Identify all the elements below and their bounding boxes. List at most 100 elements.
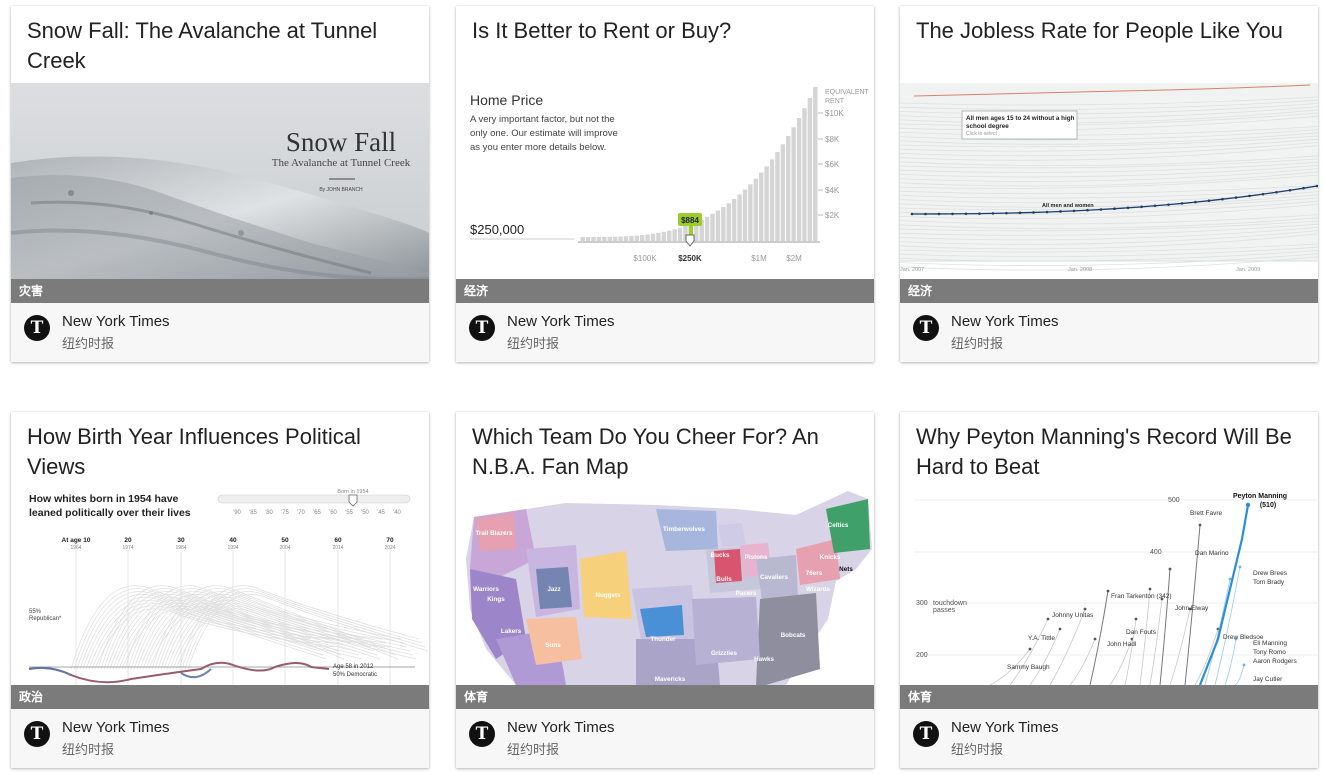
career-line bbox=[1109, 638, 1133, 685]
y-tick-label: $8K bbox=[825, 135, 840, 144]
team-label: Trail Blazers bbox=[475, 530, 513, 537]
category-label[interactable]: 经济 bbox=[900, 279, 1318, 303]
card-title[interactable]: Why Peyton Manning's Record Will Be Hard… bbox=[916, 424, 1292, 479]
x-tick-label: Jan. 2009 bbox=[1236, 267, 1260, 273]
career-line bbox=[1009, 618, 1049, 685]
series-line bbox=[900, 99, 1318, 110]
card-thumbnail[interactable]: Snow Fall The Avalanche at Tunnel Creek … bbox=[11, 83, 429, 279]
bar bbox=[748, 184, 753, 241]
series-line bbox=[900, 233, 1318, 250]
category-label[interactable]: 政治 bbox=[11, 685, 429, 709]
slider-tick: '75 bbox=[281, 510, 289, 516]
cohort-curve bbox=[154, 588, 396, 670]
trend-point bbox=[1275, 190, 1278, 194]
player-label: Sammy Baugh bbox=[1007, 664, 1050, 671]
bar bbox=[721, 207, 726, 241]
player-label: Dan Marino bbox=[1195, 550, 1229, 557]
image-desc-line: as you enter more details below. bbox=[470, 142, 606, 153]
tooltip-text: All men ages 15 to 24 without a high bbox=[966, 115, 1075, 122]
x-tick-label: $2M bbox=[786, 254, 802, 263]
article-card-nba-fan-map[interactable]: Which Team Do You Cheer For? An N.B.A. F… bbox=[456, 412, 874, 768]
team-label: Nuggets bbox=[595, 592, 621, 599]
slider-handle-icon[interactable] bbox=[685, 234, 695, 247]
card-title[interactable]: The Jobless Rate for People Like You bbox=[916, 18, 1283, 43]
bar bbox=[699, 219, 704, 241]
cohort-curve bbox=[130, 591, 372, 670]
source-name[interactable]: New York Times bbox=[951, 313, 1059, 330]
year-label: 2024 bbox=[384, 545, 395, 551]
bar bbox=[656, 232, 661, 241]
category-label[interactable]: 体育 bbox=[900, 685, 1318, 709]
source-name[interactable]: New York Times bbox=[62, 719, 170, 736]
team-label: Pistons bbox=[745, 554, 768, 561]
source-name[interactable]: New York Times bbox=[507, 719, 615, 736]
slider-tick: '80 bbox=[265, 510, 273, 516]
card-footer: T New York Times 纽约时报 bbox=[11, 709, 429, 768]
player-label: Drew Bledsoe bbox=[1223, 634, 1264, 641]
card-title[interactable]: How Birth Year Influences Political View… bbox=[27, 424, 361, 479]
category-label[interactable]: 体育 bbox=[456, 685, 874, 709]
card-thumbnail[interactable]: All men ages 15 to 24 without a high sch… bbox=[900, 83, 1318, 279]
trend-point bbox=[1315, 184, 1318, 188]
y-tick-label: $10K bbox=[825, 109, 844, 118]
bar bbox=[640, 235, 645, 241]
category-label[interactable]: 灾害 bbox=[11, 279, 429, 303]
card-thumbnail[interactable]: How whites born in 1954 have leaned poli… bbox=[11, 489, 429, 685]
career-line bbox=[1089, 590, 1109, 685]
card-thumbnail[interactable]: Home Price A very important factor, but … bbox=[456, 83, 874, 279]
highlight-label: (510) bbox=[1260, 502, 1276, 509]
series-line bbox=[900, 155, 1318, 167]
category-label[interactable]: 经济 bbox=[456, 279, 874, 303]
year-label: 1994 bbox=[227, 545, 238, 551]
card-thumbnail[interactable]: Trail Blazers Timberwolves Celtics Bucks… bbox=[456, 489, 874, 685]
cohort-curves bbox=[70, 585, 429, 670]
career-line bbox=[1194, 628, 1219, 685]
source-name[interactable]: New York Times bbox=[507, 313, 615, 330]
bar bbox=[612, 236, 618, 241]
price-bars bbox=[580, 87, 818, 241]
bar bbox=[672, 229, 677, 241]
nyt-logo-icon: T bbox=[24, 315, 50, 341]
rent-or-buy-chart: Home Price A very important factor, but … bbox=[470, 87, 870, 263]
series-line bbox=[900, 158, 1318, 169]
team-label: Warriors bbox=[473, 586, 499, 593]
y-tick-label: $2K bbox=[825, 211, 840, 220]
bar bbox=[802, 108, 807, 241]
age-label: 30 bbox=[177, 537, 185, 544]
trend-point bbox=[1086, 208, 1089, 212]
article-card-snow-fall[interactable]: Snow Fall: The Avalanche at Tunnel Creek bbox=[11, 6, 429, 362]
article-card-jobless-rate[interactable]: The Jobless Rate for People Like You All… bbox=[900, 6, 1318, 362]
axis-note: passes bbox=[933, 607, 956, 614]
bar bbox=[645, 234, 650, 241]
career-end-point bbox=[1242, 663, 1246, 667]
career-end-point bbox=[1198, 523, 1202, 527]
bar bbox=[753, 178, 758, 241]
slider-handle-icon[interactable] bbox=[348, 494, 358, 507]
bar bbox=[602, 236, 607, 241]
career-end-point bbox=[1134, 617, 1138, 621]
card-title[interactable]: Snow Fall: The Avalanche at Tunnel Creek bbox=[27, 18, 378, 73]
trend-point bbox=[978, 212, 981, 215]
article-card-birth-year[interactable]: How Birth Year Influences Political View… bbox=[11, 412, 429, 768]
left-label: 55% bbox=[29, 609, 42, 615]
trend-point bbox=[1221, 197, 1224, 201]
card-thumbnail[interactable]: 500 400 300 200 touchdown passes Peyton … bbox=[900, 489, 1318, 685]
article-card-rent-or-buy[interactable]: Is It Better to Rent or Buy? Home Price … bbox=[456, 6, 874, 362]
trend-point bbox=[1140, 205, 1143, 209]
career-line bbox=[1149, 598, 1163, 685]
team-label: Bucks bbox=[711, 552, 730, 559]
year-slider[interactable] bbox=[217, 494, 411, 504]
article-card-peyton-manning[interactable]: Why Peyton Manning's Record Will Be Hard… bbox=[900, 412, 1318, 768]
card-title[interactable]: Is It Better to Rent or Buy? bbox=[472, 18, 732, 43]
trend-point bbox=[1194, 200, 1197, 204]
touchdown-record-chart: 500 400 300 200 touchdown passes Peyton … bbox=[914, 493, 1318, 685]
source-name[interactable]: New York Times bbox=[62, 313, 170, 330]
series-line bbox=[900, 115, 1318, 131]
player-label: Dan Fouts bbox=[1126, 629, 1157, 636]
source-name[interactable]: New York Times bbox=[951, 719, 1059, 736]
trend-point bbox=[1005, 211, 1008, 215]
source-subtitle: 纽约时报 bbox=[951, 337, 1004, 352]
line-label: All men and women bbox=[1042, 203, 1094, 209]
card-title[interactable]: Which Team Do You Cheer For? An N.B.A. F… bbox=[472, 424, 819, 479]
series-line bbox=[900, 132, 1318, 145]
